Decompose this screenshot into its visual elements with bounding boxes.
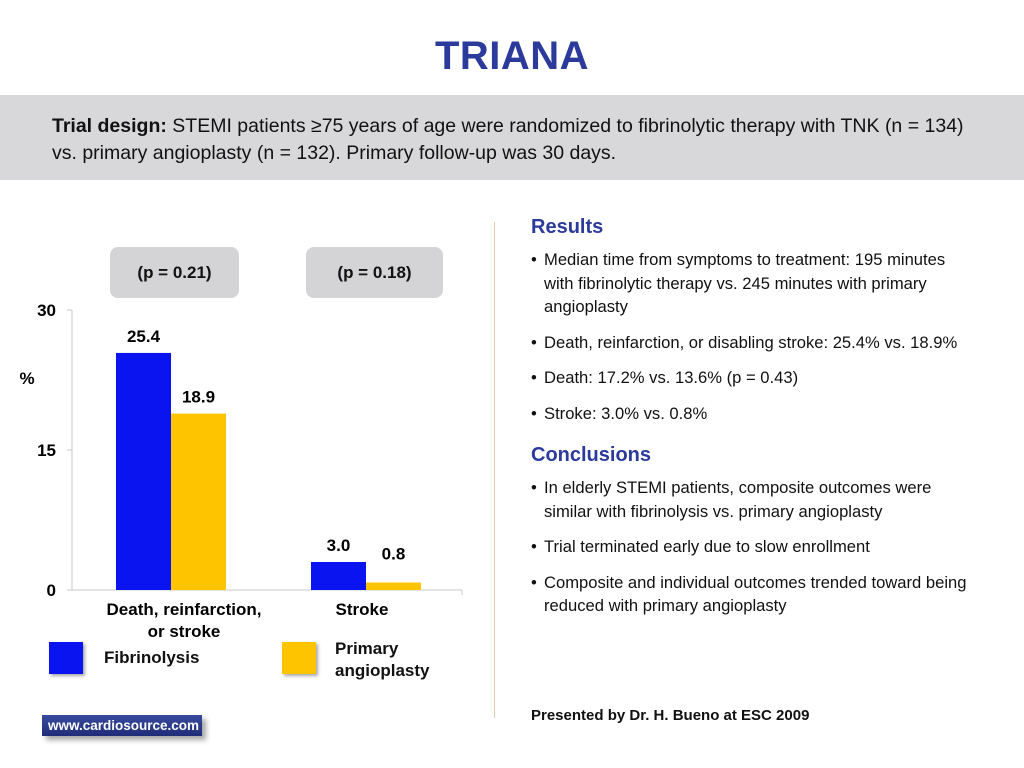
- pvalue-box-stroke: (p = 0.18): [306, 247, 443, 298]
- pvalue-box-composite: (p = 0.21): [110, 247, 239, 298]
- results-bullet-text: Death: 17.2% vs. 13.6% (p = 0.43): [544, 368, 799, 387]
- category-label: Death, reinfarction,: [107, 600, 262, 619]
- conclusions-bullet: • Trial terminated early due to slow enro…: [531, 535, 971, 559]
- results-bullet-text: Death, reinfarction, or disabling stroke…: [544, 332, 958, 352]
- bar-value-label: 18.9: [182, 388, 215, 407]
- legend-label-angioplasty-line2: angioplasty: [335, 661, 430, 680]
- results-bullet: • Death, reinfarction, or disabling strok…: [531, 331, 971, 355]
- legend-label-angioplasty-line1: Primary: [335, 639, 399, 658]
- y-tick-label: 0: [47, 581, 56, 600]
- conclusions-bullet-text: Trial terminated early due to slow enrol…: [544, 537, 870, 556]
- bar-fibrinolysis: [116, 352, 171, 590]
- trial-design-text: Trial design: STEMI patients ≥75 years o…: [52, 113, 982, 167]
- trial-design-label: Trial design:: [52, 115, 167, 137]
- bar-chart: 0 15 30% 25.4 18.9 Death, reinfarction, or str…: [19, 301, 463, 640]
- legend-label-fibrinolysis: Fibrinolysis: [104, 648, 200, 667]
- bar-angioplasty: [366, 582, 421, 590]
- results-bullet: • Median time from symptoms to treatment:…: [531, 248, 971, 319]
- bar-value-label: 25.4: [127, 327, 161, 346]
- bar-fibrinolysis: [311, 562, 366, 590]
- category-label: or stroke: [148, 622, 221, 640]
- bar-value-label: 3.0: [327, 536, 351, 555]
- source-link[interactable]: www.cardiosource.com: [42, 715, 202, 736]
- bar-angioplasty: [171, 413, 226, 590]
- results-bullet-text: Stroke: 3.0% vs. 0.8%: [544, 403, 708, 423]
- results-list: • Median time from symptoms to treatment:…: [531, 248, 971, 425]
- legend-label-angioplasty: Primary angioplasty: [335, 638, 429, 682]
- results-bullet: • Death: 17.2% vs. 13.6% (p = 0.43): [531, 366, 971, 390]
- conclusions-bullet-text: In elderly STEMI patients, composite out…: [544, 478, 932, 521]
- trial-design-body: STEMI patients ≥75 years of age were ran…: [52, 115, 964, 164]
- y-tick-label: 30: [37, 301, 56, 320]
- y-tick-label: 15: [37, 441, 56, 460]
- category-label: Stroke: [336, 600, 389, 619]
- results-bullet-text: Median time from symptoms to treatment: …: [544, 250, 946, 316]
- bar-value-label: 0.8: [382, 545, 406, 564]
- results-panel: Results • Median time from symptoms to tr…: [531, 216, 971, 630]
- trial-design-band: [0, 95, 1024, 180]
- column-divider: [494, 222, 495, 718]
- y-axis-label: %: [19, 369, 34, 388]
- legend-swatch-angioplasty: [282, 642, 316, 674]
- legend-swatch-fibrinolysis: [49, 642, 83, 674]
- conclusions-list: • In elderly STEMI patients, composite ou…: [531, 476, 971, 618]
- conclusions-heading: Conclusions: [531, 444, 652, 466]
- results-bullet: • Stroke: 3.0% vs. 0.8%: [531, 402, 971, 426]
- conclusions-bullet-text: Composite and individual outcomes trende…: [544, 572, 967, 616]
- results-heading: Results: [531, 216, 604, 238]
- conclusions-bullet: • Composite and individual outcomes trend…: [531, 571, 971, 618]
- slide-title: TRIANA: [434, 34, 590, 78]
- conclusions-bullet: • In elderly STEMI patients, composite ou…: [531, 476, 971, 523]
- presenter-credit: Presented by Dr. H. Bueno at ESC 2009: [531, 707, 810, 724]
